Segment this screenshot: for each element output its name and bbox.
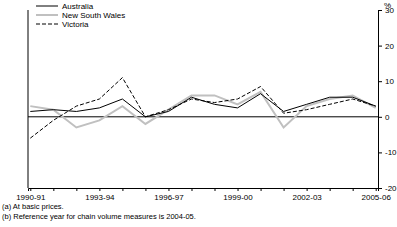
x-tick-mark: [353, 188, 354, 191]
x-tick-label: 1999-00: [223, 193, 253, 202]
x-tick-mark: [191, 188, 192, 191]
x-tick: [330, 188, 331, 191]
legend: AustraliaNew South WalesVictoria: [36, 2, 125, 29]
x-tick-mark: [238, 188, 239, 191]
x-tick: [191, 188, 192, 191]
x-tick-mark: [215, 188, 216, 191]
x-tick-mark: [53, 188, 54, 191]
x-tick-mark: [99, 188, 100, 191]
x-tick: [261, 188, 262, 191]
x-tick-mark: [330, 188, 331, 191]
x-tick: 1990-91: [16, 188, 46, 202]
zero-line: [28, 116, 378, 117]
y-tick-label: 0: [385, 113, 390, 122]
legend-swatch: [36, 6, 58, 7]
x-tick: [53, 188, 54, 191]
x-tick: 1996-97: [154, 188, 184, 202]
series-line: [30, 78, 375, 139]
footnote: (b) Reference year for chain volume meas…: [2, 212, 196, 221]
y-tick-label: -10: [385, 148, 397, 157]
left-frame: [28, 10, 29, 188]
x-tick-label: 2002-03: [292, 193, 322, 202]
y-tick: 20: [378, 42, 394, 51]
x-axis-line: [29, 189, 379, 192]
chart: -20-1001020301990-911993-941996-971999-0…: [0, 0, 397, 227]
legend-swatch: [36, 14, 58, 16]
footnote: (a) At basic prices.: [2, 202, 64, 211]
y-tick-mark: [378, 46, 382, 47]
y-tick-mark: [378, 81, 382, 82]
x-axis: 1990-91 1993-94 1996-97 1999-00 2002-03 2005-…: [16, 188, 391, 202]
x-tick-mark: [284, 188, 285, 191]
series-line: [30, 92, 375, 128]
y-tick: 0: [378, 113, 390, 122]
x-tick: [284, 188, 285, 191]
y-tick-mark: [378, 10, 382, 11]
y-tick-label: 10: [385, 77, 394, 86]
x-tick-mark: [145, 188, 146, 191]
x-tick-mark: [76, 188, 77, 191]
x-tick: 1999-00: [223, 188, 253, 202]
x-tick-label: 1990-91: [16, 193, 46, 202]
y-label: %: [384, 1, 391, 10]
x-tick-mark: [30, 188, 31, 191]
y-tick: 10: [378, 77, 394, 86]
x-tick-label: 2005-06: [362, 193, 392, 202]
x-tick: [145, 188, 146, 191]
x-tick: 1993-94: [85, 188, 115, 202]
x-tick-label: 1993-94: [85, 193, 115, 202]
x-tick-mark: [307, 188, 308, 191]
x-tick: 2005-06: [362, 188, 392, 202]
x-tick-mark: [168, 188, 169, 191]
y-axis: -20-100102030: [378, 6, 397, 193]
y-axis-line: [379, 11, 383, 189]
x-tick-mark: [261, 188, 262, 191]
x-tick: [353, 188, 354, 191]
legend-swatch: [36, 24, 58, 25]
x-tick: [76, 188, 77, 191]
y-tick-mark: [378, 152, 382, 153]
y-tick-label: 20: [385, 42, 394, 51]
x-tick: 2002-03: [292, 188, 322, 202]
legend-label: New South Wales: [62, 11, 125, 20]
x-tick-label: 1996-97: [154, 193, 184, 202]
y-tick-mark: [378, 117, 382, 118]
x-tick-mark: [122, 188, 123, 191]
x-tick-mark: [376, 188, 377, 191]
x-tick: [122, 188, 123, 191]
x-tick: [215, 188, 216, 191]
legend-label: Victoria: [62, 20, 89, 29]
y-tick: -10: [378, 148, 397, 157]
legend-label: Australia: [62, 2, 94, 11]
plot-area: [30, 78, 375, 139]
